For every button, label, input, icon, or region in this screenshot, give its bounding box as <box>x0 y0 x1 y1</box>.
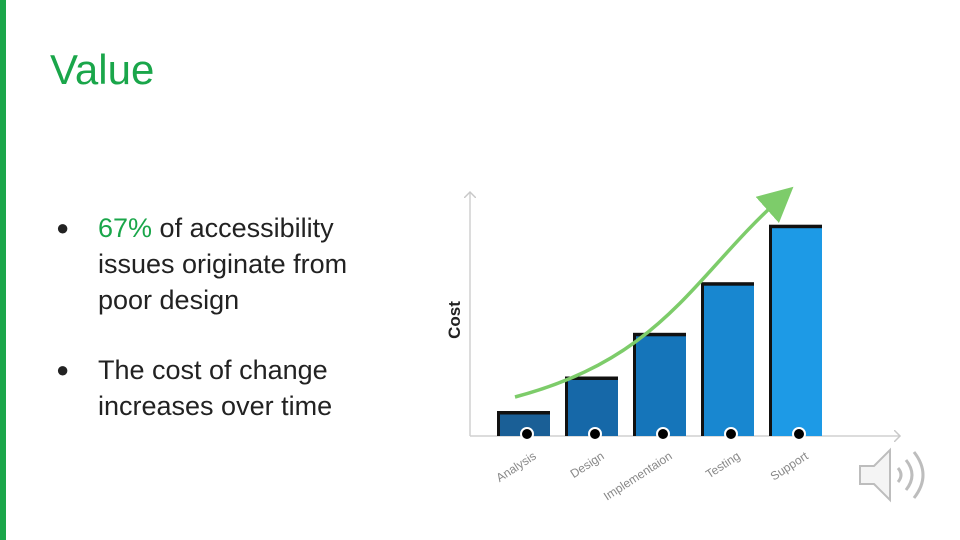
slide-title: Value <box>50 46 155 93</box>
bullet-body-2: The cost of change increases over time <box>98 355 333 421</box>
tick-label-testing: Testing <box>703 449 743 481</box>
bar-base-dot <box>656 427 670 441</box>
bar-design <box>568 378 618 436</box>
bullet-body-1: of accessibility issues originate from p… <box>98 213 348 315</box>
bullet-marker: ● <box>56 215 70 240</box>
bar-implementaion <box>636 334 686 436</box>
bar-base-dot <box>520 427 534 441</box>
bar-edge <box>497 411 500 436</box>
bar-base-dot <box>588 427 602 441</box>
bullet-text-1: 67% of accessibility issues originate fr… <box>98 210 396 318</box>
bar-base-dot <box>792 427 806 441</box>
bullet-item-2: ● The cost of change increases over time <box>56 352 396 424</box>
tick-label-analysis: Analysis <box>494 449 539 485</box>
bar-base-dot <box>724 427 738 441</box>
bar-cap <box>568 376 618 380</box>
bullet-item-1: ● 67% of accessibility issues originate … <box>56 210 396 318</box>
bar-testing <box>704 284 754 436</box>
bar-cap <box>500 411 550 415</box>
bar-cap <box>704 282 754 286</box>
bar-group <box>497 224 822 441</box>
bar-cap <box>636 332 686 337</box>
bullet-marker: ● <box>56 357 70 382</box>
bar-edge <box>701 282 704 436</box>
bar-edge <box>633 332 636 436</box>
bar-edge <box>769 224 772 436</box>
trend-arrow <box>514 186 794 399</box>
bullet-highlight-1: 67% <box>98 213 153 243</box>
tick-label-design: Design <box>568 449 607 481</box>
tick-label-support: Support <box>768 448 811 483</box>
accent-bar <box>0 0 6 540</box>
bar-edge <box>565 376 568 436</box>
bullet-list: ● 67% of accessibility issues originate … <box>56 210 396 458</box>
y-axis-label: Cost <box>445 301 464 339</box>
bar-support <box>772 226 822 436</box>
bar-analysis <box>500 413 550 436</box>
bar-cap <box>772 224 822 229</box>
speaker-icon[interactable] <box>856 444 936 506</box>
tick-label-implementaion: Implementaion <box>601 449 675 504</box>
